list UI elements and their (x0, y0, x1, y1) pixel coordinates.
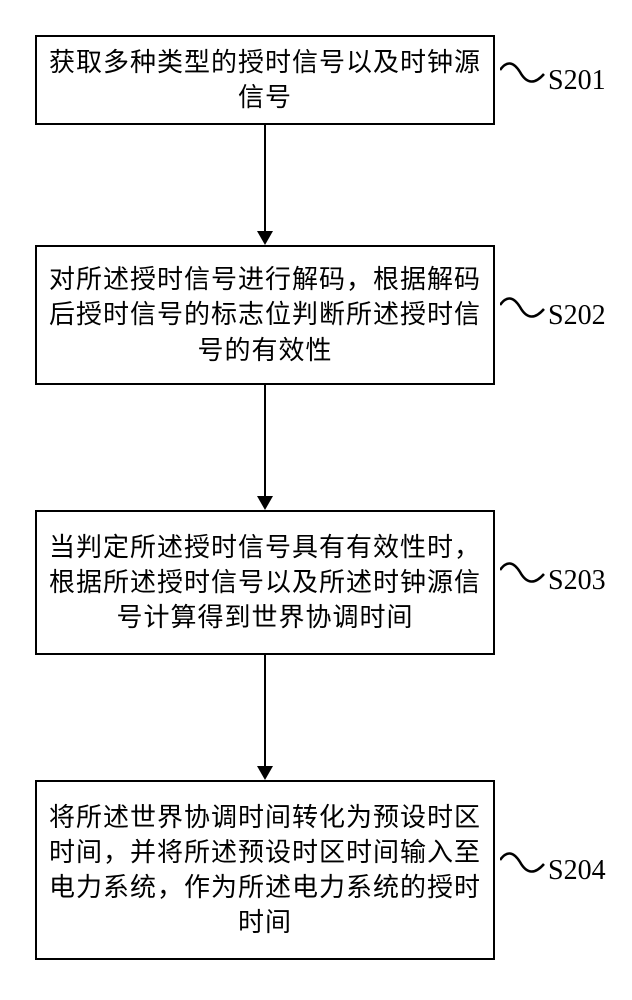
arrow-head-icon (257, 496, 273, 510)
arrow-line (264, 655, 266, 766)
flow-node-s203: 当判定所述授时信号具有有效性时，根据所述授时信号以及所述时钟源信号计算得到世界协… (35, 510, 495, 655)
arrow-line (264, 385, 266, 496)
flow-node-s204-text: 将所述世界协调时间转化为预设时区时间，并将所述预设时区时间输入至电力系统，作为所… (49, 800, 481, 940)
step-label-s202: S202 (548, 300, 606, 332)
flow-node-s204: 将所述世界协调时间转化为预设时区时间，并将所述预设时区时间输入至电力系统，作为所… (35, 780, 495, 960)
flowchart-canvas: 获取多种类型的授时信号以及时钟源信号 S201 对所述授时信号进行解码，根据解码… (0, 0, 632, 1000)
flow-node-s202: 对所述授时信号进行解码，根据解码后授时信号的标志位判断所述授时信号的有效性 (35, 245, 495, 385)
arrow-line (264, 125, 266, 231)
squiggle-icon (500, 850, 548, 890)
arrow-head-icon (257, 231, 273, 245)
squiggle-icon (500, 560, 548, 600)
squiggle-icon (500, 60, 548, 100)
flow-node-s201-text: 获取多种类型的授时信号以及时钟源信号 (49, 45, 481, 115)
step-label-s203: S203 (548, 565, 606, 597)
step-label-s201: S201 (548, 65, 606, 97)
flow-node-s201: 获取多种类型的授时信号以及时钟源信号 (35, 35, 495, 125)
squiggle-icon (500, 295, 548, 335)
step-label-s204: S204 (548, 855, 606, 887)
arrow-head-icon (257, 766, 273, 780)
flow-node-s202-text: 对所述授时信号进行解码，根据解码后授时信号的标志位判断所述授时信号的有效性 (49, 262, 481, 367)
flow-node-s203-text: 当判定所述授时信号具有有效性时，根据所述授时信号以及所述时钟源信号计算得到世界协… (49, 530, 481, 635)
